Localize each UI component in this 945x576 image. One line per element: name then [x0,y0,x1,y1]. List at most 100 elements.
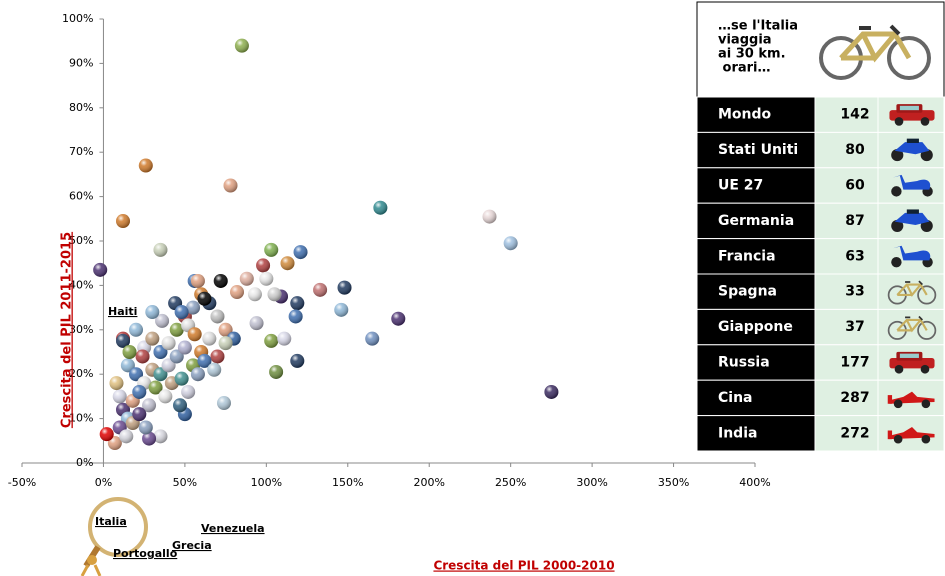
point-shine [290,354,304,368]
row-name: Mondo [718,107,772,123]
row-name: India [718,425,757,441]
row-value: 37 [845,319,864,335]
point-shine [132,407,146,421]
y-tick-label: 100% [62,12,93,25]
row-value: 63 [845,248,864,264]
y-tick-label: 90% [69,56,93,69]
point-shine [145,305,159,319]
point-shine [109,376,123,390]
point-shine [482,210,496,224]
point-shine [235,39,249,53]
point-shine [162,336,176,350]
point-shine [217,396,231,410]
x-tick-label: 350% [658,476,689,489]
page: 0%10%20%30%40%50%60%70%80%90%100%-50%0%5… [0,0,945,576]
point-shine [391,312,405,326]
point-shine [269,365,283,379]
y-tick-label: 60% [69,190,93,203]
table-header-line: …se l'Italia [718,19,798,34]
point-shine [175,372,189,386]
x-tick-label: -50% [8,476,36,489]
row-name: Stati Uniti [718,142,798,158]
point-shine [334,303,348,317]
point-shine [119,429,133,443]
magnifier [82,499,146,576]
point-shine [129,323,143,337]
point-shine [175,305,189,319]
row-value: 287 [840,390,869,406]
point-shine [113,389,127,403]
x-tick-label: 250% [495,476,526,489]
y-axis-title: Crescita del PIL 2011-2015 [60,232,75,428]
y-tick-label: 0% [76,456,93,469]
table-header-line: orari… [718,61,771,76]
x-tick-label: 0% [95,476,112,489]
point-shine [248,287,262,301]
point-shine [264,334,278,348]
point-shine [210,349,224,363]
point-shine [158,389,172,403]
plot-area: 0%10%20%30%40%50%60%70%80%90%100%-50%0%5… [8,12,771,489]
point-shine [181,385,195,399]
point-shine [250,316,264,330]
point-shine [132,385,146,399]
point-shine [139,159,153,173]
point-shine [139,420,153,434]
row-value: 272 [840,425,869,441]
x-axis-title: Crescita del PIL 2000-2010 [433,559,614,573]
row-name: UE 27 [718,178,763,194]
annotation: Venezuela [201,522,265,535]
point-shine [281,256,295,270]
point-shine [219,336,233,350]
x-tick-label: 300% [576,476,607,489]
point-shine [100,427,114,441]
point-shine [290,296,304,310]
point-shine [191,367,205,381]
point-shine [504,236,518,250]
row-name: Cina [718,390,753,406]
point-shine [214,274,228,288]
point-shine [373,201,387,215]
row-value: 177 [840,355,869,371]
point-shine [240,272,254,286]
table-header-line: viaggia [718,33,772,48]
row-value: 87 [845,213,864,229]
point-shine [256,258,270,272]
row-value: 33 [845,284,864,300]
row-name: Russia [718,355,770,371]
x-tick-label: 400% [739,476,770,489]
point-shine [123,345,137,359]
row-name: Spagna [718,284,777,300]
point-shine [294,245,308,259]
point-shine [313,283,327,297]
row-name: Francia [718,248,776,264]
annotation: Grecia [172,539,212,552]
point-shine [264,243,278,257]
x-tick-label: 50% [173,476,197,489]
x-tick-label: 200% [413,476,444,489]
point-shine [188,327,202,341]
point-shine [230,285,244,299]
point-shine [197,292,211,306]
point-shine [93,263,107,277]
y-tick-label: 80% [69,101,93,114]
row-name: Germania [718,213,794,229]
row-name-cell [697,380,815,415]
point-shine [338,281,352,295]
point-shine [259,272,273,286]
point-shine [267,287,281,301]
point-shine [145,332,159,346]
row-name: Giappone [718,319,793,335]
row-value: 142 [840,107,869,123]
annotation: Italia [95,515,127,528]
point-shine [116,214,130,228]
point-shine [207,363,221,377]
point-shine [544,385,558,399]
point-shine [153,243,167,257]
point-shine [202,332,216,346]
point-shine [178,341,192,355]
point-shine [277,332,291,346]
annotation: Haiti [108,305,137,318]
point-shine [223,179,237,193]
